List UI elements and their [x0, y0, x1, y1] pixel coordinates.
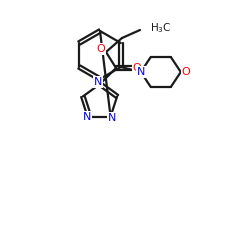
Text: N: N: [94, 77, 102, 87]
Text: N: N: [108, 112, 116, 122]
Text: N: N: [83, 112, 92, 122]
Text: N: N: [136, 67, 145, 77]
Text: O: O: [132, 63, 141, 73]
Text: O: O: [182, 67, 190, 77]
Text: O: O: [96, 44, 106, 54]
Text: H$_3$C: H$_3$C: [150, 21, 172, 35]
